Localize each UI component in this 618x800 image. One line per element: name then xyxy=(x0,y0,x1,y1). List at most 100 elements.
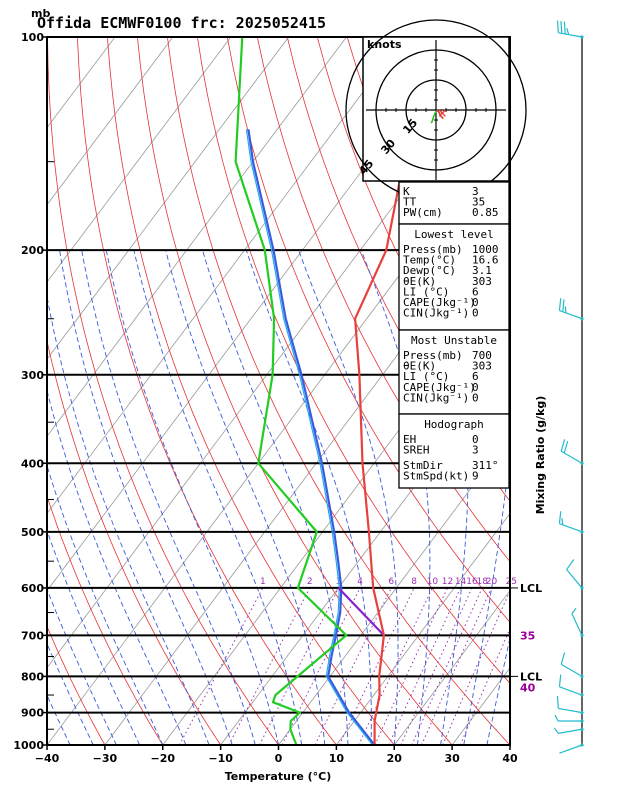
wind-barb-flag xyxy=(553,727,559,734)
side-label: LCL xyxy=(520,582,542,595)
index-value: 0 xyxy=(472,296,479,309)
mu-parcel-profile-line xyxy=(337,587,385,637)
index-label: CAPE(Jkg⁻¹) xyxy=(403,296,476,309)
dry-adiabat-line xyxy=(587,37,618,745)
index-label: K xyxy=(403,185,410,198)
mixing-ratio-line xyxy=(442,589,510,745)
wind-barb-dot xyxy=(580,711,584,715)
index-value: 9 xyxy=(472,470,479,483)
index-label: SREH xyxy=(403,444,430,457)
mixing-ratio-label: 14 xyxy=(455,577,467,587)
index-value: 0 xyxy=(472,391,479,404)
temperature-tick-label: −40 xyxy=(35,752,60,765)
isotherm-line xyxy=(47,37,174,206)
pressure-axis: 100 200 300 400 500 600 700 800 900 1000 xyxy=(13,31,47,752)
dry-adiabat-lines xyxy=(47,37,618,745)
moist-adiabat-line xyxy=(47,587,117,745)
index-label: Dewp(°C) xyxy=(403,264,456,277)
wind-barb-staff xyxy=(566,569,583,589)
dry-adiabat-line xyxy=(107,37,395,745)
temperature-profile-line xyxy=(354,37,441,745)
dry-adiabat-line xyxy=(77,37,337,745)
mixing-ratio-line xyxy=(314,587,392,745)
index-value: 0 xyxy=(472,381,479,394)
wind-barb-staff xyxy=(559,744,583,754)
wind-barb-staff xyxy=(558,32,583,38)
wind-barb-flag xyxy=(562,299,565,312)
temperature-tick-label: 0 xyxy=(275,752,283,765)
index-value: 6 xyxy=(472,285,479,298)
index-value: 0 xyxy=(472,433,479,446)
index-label: EH xyxy=(403,433,416,446)
mixing-ratio-label: 18 xyxy=(477,577,489,587)
indices-table: K 3 TT 35 PW(cm) 0.85 Lowest level Press(mb) 100… xyxy=(398,181,510,489)
y-axis-label-right: Mixing Ratio (g/kg) xyxy=(534,396,547,515)
dry-adiabat-line xyxy=(137,37,453,745)
pressure-tick-label: 100 xyxy=(21,31,44,44)
moist-adiabat-line xyxy=(202,249,349,745)
hodograph-trace xyxy=(436,109,444,119)
index-label: CAPE(Jkg⁻¹) xyxy=(403,381,476,394)
index-section-title: Most Unstable xyxy=(411,334,497,347)
temperature-tick-label: 10 xyxy=(329,752,345,765)
index-value: 311° xyxy=(472,459,499,472)
mixing-ratio-line xyxy=(459,627,510,745)
index-section-title: Lowest level xyxy=(414,228,493,241)
isotherm-line xyxy=(336,512,510,745)
side-label: 40 xyxy=(520,682,536,695)
parcel-profile-line xyxy=(245,129,374,745)
dewpoint-profile-line xyxy=(234,37,348,745)
index-label: StmDir xyxy=(403,459,443,472)
index-value: 35 xyxy=(472,196,485,209)
moist-adiabat-line xyxy=(463,250,510,745)
isotherm-line xyxy=(47,37,405,515)
mixing-ratio-line xyxy=(228,587,311,745)
wind-barb-staff xyxy=(559,523,583,533)
wind-barb-staff xyxy=(560,663,583,677)
moist-adiabat-line xyxy=(105,250,279,745)
index-label: CIN(Jkg⁻¹) xyxy=(403,391,469,404)
pressure-tick-label: 200 xyxy=(21,244,44,257)
temperature-tick-label: 40 xyxy=(502,752,518,765)
index-value: 16.6 xyxy=(472,254,499,267)
wind-barb-flag xyxy=(563,21,566,35)
index-label: θE(K) xyxy=(403,275,436,288)
parcel-profile-line xyxy=(247,129,376,745)
dry-adiabat-line xyxy=(47,495,164,745)
temperature-tick-label: 20 xyxy=(387,752,403,765)
mixing-ratio-label: 4 xyxy=(357,577,363,587)
index-label: StmSpd(kt) xyxy=(403,470,469,483)
mixing-ratio-line xyxy=(358,587,433,745)
mixing-ratio-line xyxy=(178,587,264,745)
mixing-ratio-line xyxy=(388,587,462,745)
index-label: PW(cm) xyxy=(403,206,443,219)
index-value: 700 xyxy=(472,349,492,362)
indices-box-hodo xyxy=(398,413,510,489)
dry-adiabat-line xyxy=(167,37,510,745)
pressure-unit-label: mb xyxy=(31,7,50,20)
wind-barb-flag xyxy=(558,298,562,311)
isotherm-line xyxy=(47,37,116,129)
wind-barb-flag xyxy=(556,696,559,709)
wind-barb-flag xyxy=(566,28,570,35)
index-value: 303 xyxy=(472,360,492,373)
mixing-ratio-line xyxy=(400,587,473,745)
wind-barb-flag xyxy=(558,511,562,524)
mixing-ratio-label: 8 xyxy=(411,577,417,587)
indices-box-lowest xyxy=(398,223,510,331)
index-value: 1000 xyxy=(472,243,499,256)
wind-barb-staff xyxy=(558,707,583,714)
storm-motion-marker: × xyxy=(437,106,447,120)
moist-adiabat-line xyxy=(59,250,233,745)
temperature-tick-label: −30 xyxy=(93,752,118,765)
indices-box-mu xyxy=(398,329,510,415)
chart-title: Offida ECMWF0100 frc: 2025052415 xyxy=(37,14,326,32)
wind-barb-flag xyxy=(564,306,567,313)
pressure-tick-label: 500 xyxy=(21,526,44,539)
pressure-tick-label: 400 xyxy=(21,457,44,470)
moist-adiabat-line xyxy=(47,642,94,745)
side-label: LCL xyxy=(520,670,542,683)
wind-barb-flag xyxy=(556,20,559,33)
moist-adiabat-line xyxy=(298,249,399,745)
mixing-ratio-line xyxy=(411,587,483,745)
